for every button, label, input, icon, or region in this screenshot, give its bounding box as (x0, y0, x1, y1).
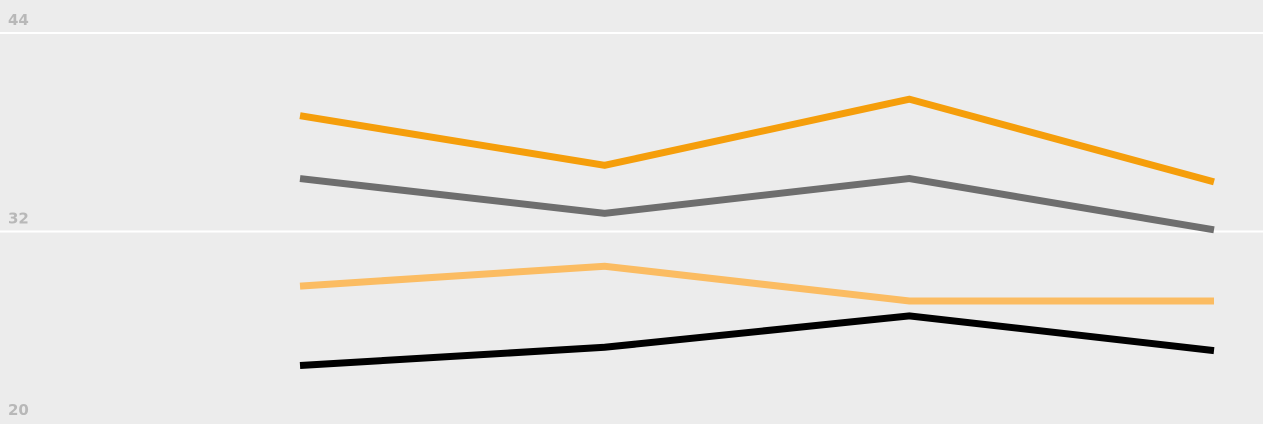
series-line-3 (299, 262, 1214, 305)
series-line-4 (299, 312, 1215, 369)
gridlines (0, 32, 1263, 233)
y-axis-tick-labels: 20 32 44 (8, 11, 29, 419)
series-line-2 (299, 175, 1215, 234)
series-lines (299, 95, 1215, 369)
y-tick-label-32: 32 (8, 210, 29, 228)
y-tick-label-20: 20 (8, 401, 29, 419)
y-tick-label-44: 44 (8, 11, 29, 29)
series-line-1 (299, 95, 1215, 186)
